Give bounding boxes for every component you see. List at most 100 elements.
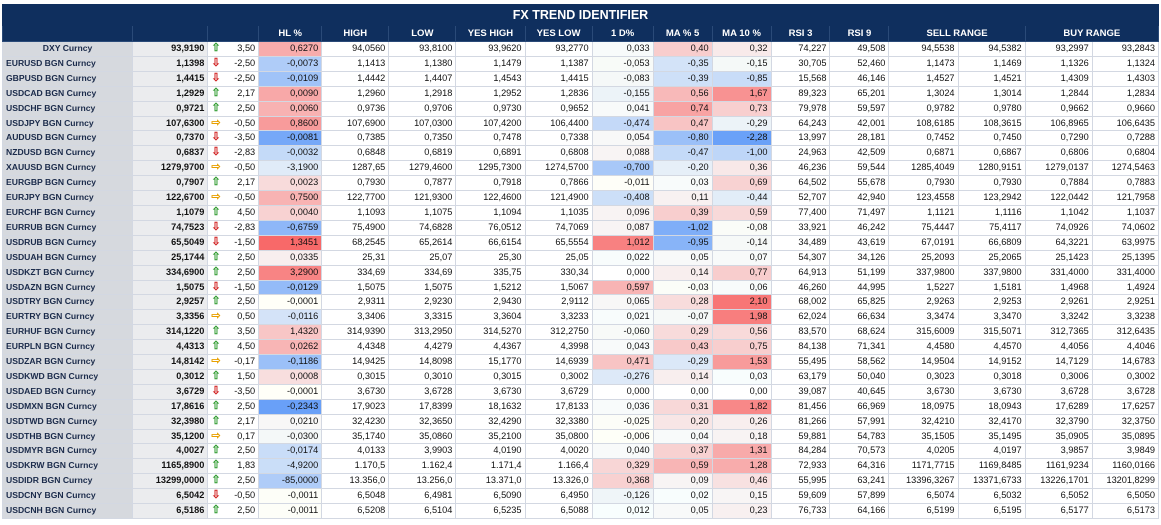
fx-trend-table-container: FX TREND IDENTIFIER HL % HIGH LOW YES HIGH Y… (1, 4, 1160, 519)
high-cell: 13.356,0 (321, 473, 390, 490)
ma10-pct-cell: -0,85 (711, 70, 772, 87)
last-price-cell: 107,6300 (132, 115, 209, 132)
instrument-name: EURHUF BGN Curncy (1, 324, 134, 341)
yes-low-cell: 121,4900 (524, 190, 593, 206)
ma5-pct-cell: 0,04 (652, 428, 713, 445)
header-buy-range: BUY RANGE (1024, 25, 1160, 42)
rsi9-cell: 42,940 (829, 190, 890, 206)
yes-high-cell: 1,2952 (455, 85, 526, 102)
ma10-pct-cell: 0,59 (711, 204, 772, 221)
sell-range-lower-cell: 1169,8485 (957, 458, 1026, 475)
buy-range-lower-cell: 312,6435 (1091, 324, 1160, 341)
sell-range-upper-cell: 1171,7715 (888, 458, 959, 475)
one-day-pct-cell: -0,025 (591, 413, 654, 430)
sell-range-lower-cell: 0,7930 (957, 175, 1026, 192)
trend-score-cell: ⇧ 2,50 (207, 473, 260, 490)
rsi9-cell: 46,242 (829, 219, 890, 236)
ma10-pct-cell: 0,75 (711, 339, 772, 356)
yes-low-cell: 1.166,4 (524, 458, 593, 475)
sell-range-lower-cell: 1,3014 (957, 85, 1026, 102)
ma5-pct-cell: 0,31 (652, 398, 713, 415)
sell-range-upper-cell: 25,2093 (888, 249, 959, 266)
ma10-pct-cell: 0,77 (711, 264, 772, 281)
trend-score-cell: ⇧ 2,50 (207, 443, 260, 460)
low-cell: 1,4407 (388, 70, 457, 87)
sell-range-upper-cell: 75,4447 (888, 219, 959, 236)
buy-range-upper-cell: 74,0926 (1024, 219, 1093, 236)
low-cell: 3,3315 (388, 309, 457, 326)
high-cell: 17,9023 (321, 398, 390, 415)
one-day-pct-cell: -0,060 (591, 324, 654, 341)
rsi3-cell: 83,570 (770, 324, 831, 341)
low-cell: 0,3010 (388, 368, 457, 385)
sell-range-lower-cell: 2,9253 (957, 294, 1026, 311)
buy-range-lower-cell: 0,7288 (1091, 130, 1160, 147)
one-day-pct-cell: 0,012 (591, 503, 654, 519)
sell-range-lower-cell: 66,6809 (957, 234, 1026, 251)
sell-range-upper-cell: 32,4210 (888, 413, 959, 430)
arrow-up-icon: ⇧ (211, 295, 221, 308)
rsi3-cell: 76,733 (770, 503, 831, 519)
buy-range-lower-cell: 6,5050 (1091, 488, 1160, 505)
buy-range-upper-cell: 32,3790 (1024, 413, 1093, 430)
trend-score-value: 4,50 (237, 206, 256, 217)
sell-range-lower-cell: 0,6867 (957, 145, 1026, 162)
one-day-pct-cell: -0,408 (591, 190, 654, 206)
table-title: FX TREND IDENTIFIER (2, 4, 1159, 26)
table-row: USDZAR BGN Curncy 14,8142 ⇨ -0,17 -0,1186 14,… (1, 354, 1160, 370)
trend-score-cell: ⇨ -0,17 (207, 354, 260, 370)
arrow-right-icon: ⇨ (211, 191, 221, 204)
ma10-pct-cell: 0,69 (711, 175, 772, 192)
low-cell: 334,69 (388, 264, 457, 281)
yes-high-cell: 66,6154 (455, 234, 526, 251)
trend-score-cell: ⇩ -1,50 (207, 279, 260, 296)
table-row: USDAED BGN Curncy 3,6729 ⇩ -3,50 -0,0001 3,67… (1, 383, 1160, 400)
ma10-pct-cell: 1,28 (711, 458, 772, 475)
high-cell: 0,9736 (321, 100, 390, 117)
trend-score-value: 2,17 (237, 415, 256, 426)
sell-range-upper-cell: 108,6185 (888, 115, 959, 132)
buy-range-lower-cell: 17,6257 (1091, 398, 1160, 415)
yes-high-cell: 0,3015 (455, 368, 526, 385)
header-sell-range: SELL RANGE (888, 25, 1026, 42)
instrument-name: USDTHB BGN Curncy (1, 428, 134, 445)
table-row: EURJPY BGN Curncy 122,6700 ⇨ -0,50 0,7500 122… (1, 190, 1160, 206)
hl-pct-cell: 0,0008 (258, 368, 323, 385)
rsi9-cell: 71,341 (829, 339, 890, 356)
one-day-pct-cell: -0,006 (591, 428, 654, 445)
rsi3-cell: 64,502 (770, 175, 831, 192)
rsi3-cell: 59,881 (770, 428, 831, 445)
last-price-cell: 1,4415 (132, 70, 209, 87)
trend-score-value: 2,50 (237, 445, 256, 456)
yes-high-cell: 32,4290 (455, 413, 526, 430)
fx-trend-table: FX TREND IDENTIFIER HL % HIGH LOW YES HIGH Y… (1, 4, 1160, 519)
rsi9-cell: 55,678 (829, 175, 890, 192)
instrument-name: USDIDR BGN Curncy (1, 473, 134, 490)
table-row: NZDUSD BGN Curncy 0,6837 ⇩ -2,83 -0,0032 0,68… (1, 145, 1160, 162)
rsi3-cell: 64,243 (770, 115, 831, 132)
header-low: LOW (388, 25, 457, 42)
rsi9-cell: 66,634 (829, 309, 890, 326)
arrow-up-icon: ⇧ (211, 101, 221, 114)
high-cell: 0,7385 (321, 130, 390, 147)
yes-low-cell: 0,9652 (524, 100, 593, 117)
table-row: USDUAH BGN Curncy 25,1744 ⇧ 2,50 0,0335 25,31… (1, 249, 1160, 266)
yes-high-cell: 314,5270 (455, 324, 526, 341)
instrument-name: USDMXN BGN Curncy (1, 398, 134, 415)
ma5-pct-cell: 0,11 (652, 190, 713, 206)
rsi9-cell: 40,645 (829, 383, 890, 400)
yes-low-cell: 0,7338 (524, 130, 593, 147)
buy-range-lower-cell: 1,1037 (1091, 204, 1160, 221)
last-price-cell: 1,2929 (132, 85, 209, 102)
trend-score-cell: ⇧ 4,50 (207, 339, 260, 356)
trend-score-value: -0,17 (234, 356, 256, 367)
high-cell: 3,3406 (321, 309, 390, 326)
hl-pct-cell: 0,0210 (258, 413, 323, 430)
trend-score-cell: ⇩ -0,50 (207, 488, 260, 505)
arrow-up-icon: ⇧ (211, 250, 221, 263)
ma10-pct-cell: -0,44 (711, 190, 772, 206)
sell-range-lower-cell: 4,4570 (957, 339, 1026, 356)
one-day-pct-cell: 0,000 (591, 264, 654, 281)
header-ma10-pct: MA 10 % (711, 25, 772, 42)
sell-range-upper-cell: 1285,4049 (888, 160, 959, 177)
